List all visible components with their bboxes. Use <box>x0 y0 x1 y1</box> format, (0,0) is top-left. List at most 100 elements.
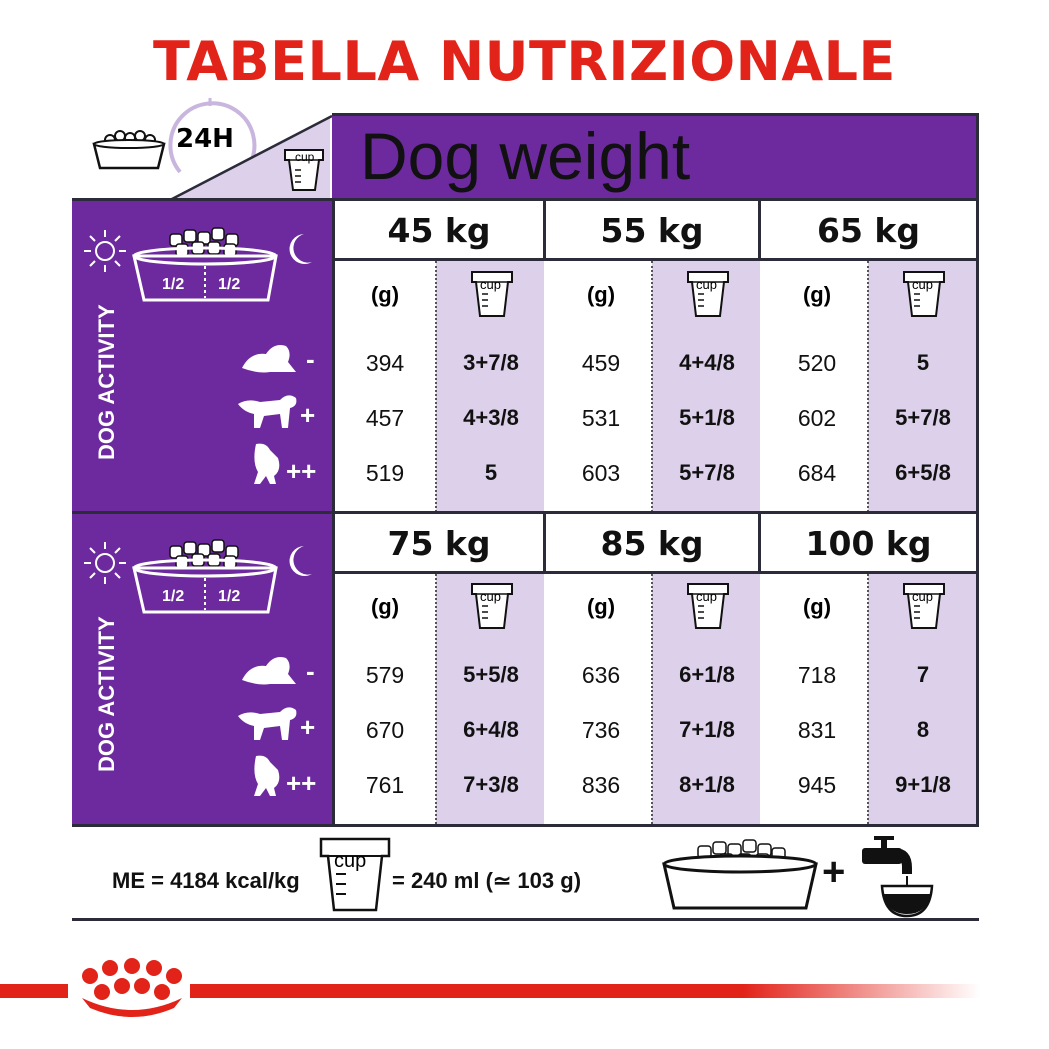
brand-stripe-right <box>190 984 980 998</box>
activity-mid: + <box>300 712 316 742</box>
weight-header: 55 kg <box>600 211 704 250</box>
cup-value: 5+1/8 <box>679 405 735 430</box>
grams-value: 636 <box>581 662 621 688</box>
sun-icon <box>84 230 126 272</box>
sun-icon <box>84 542 126 584</box>
cup-value: 5+7/8 <box>679 460 735 485</box>
cup-value: 5+5/8 <box>463 662 519 687</box>
cup-icon <box>687 583 729 629</box>
grams-value: 520 <box>797 350 837 376</box>
activity-mid: + <box>300 400 316 430</box>
dog-resting-icon <box>242 345 296 373</box>
dog-weight-title: Dog weight <box>360 119 691 193</box>
cup-icon <box>687 271 729 317</box>
cup-label: cup <box>334 850 367 872</box>
divider <box>72 198 977 201</box>
cup-value: 8+1/8 <box>679 772 735 797</box>
cup-label: cup <box>480 277 501 292</box>
divider <box>976 113 979 826</box>
cup-icon <box>471 271 513 317</box>
cup-value: 7+1/8 <box>679 717 735 742</box>
activity-label: DOG ACTIVITY <box>94 616 119 772</box>
food-bowl-icon <box>92 130 166 170</box>
cup-icon <box>319 837 391 912</box>
dog-running-icon <box>254 443 280 484</box>
grams-value: 831 <box>797 717 837 743</box>
grams-value: 531 <box>581 405 621 431</box>
divider <box>72 918 979 921</box>
cup-icon <box>284 149 324 191</box>
divider <box>332 113 977 116</box>
cup-label: cup <box>912 277 933 292</box>
dog-resting-icon <box>242 657 296 685</box>
page-title: TABELLA NUTRIZIONALE <box>153 30 896 93</box>
weight-header: 65 kg <box>817 211 920 250</box>
cup-label: cup <box>912 589 933 604</box>
cup-label: cup <box>295 150 315 164</box>
grams-value: 945 <box>797 772 837 798</box>
divider <box>867 261 869 512</box>
header-wedge <box>170 115 333 200</box>
energy-label: ME = 4184 kcal/kg <box>112 868 300 893</box>
food-bowl-icon <box>132 227 278 302</box>
cup-value: 4+3/8 <box>463 405 519 430</box>
dog-running-icon <box>254 755 280 796</box>
activity-low: - <box>306 344 315 374</box>
cup-value: 6+5/8 <box>895 460 951 485</box>
grams-value: 457 <box>365 405 405 431</box>
clock-icon <box>168 98 257 174</box>
cup-value: 9+1/8 <box>895 772 951 797</box>
food-bowl-icon <box>132 539 278 614</box>
food-bowl-icon <box>662 839 818 910</box>
weight-header: 100 kg <box>805 524 932 563</box>
cup-value: 5 <box>916 350 930 375</box>
royal-canin-crown-icon <box>82 958 182 1017</box>
dog-weight-band <box>332 115 977 199</box>
divider <box>867 574 869 824</box>
grams-value: 836 <box>581 772 621 798</box>
dog-walking-icon <box>238 395 297 428</box>
divider <box>332 571 977 574</box>
cup-value: 8 <box>916 717 930 742</box>
cup-label: cup <box>696 277 717 292</box>
grams-value: 459 <box>581 350 621 376</box>
dog-walking-icon <box>238 707 297 740</box>
cup-icon <box>903 271 945 317</box>
half-label: 1/2 <box>218 276 241 293</box>
grams-value: 603 <box>581 460 621 486</box>
weight-header: 75 kg <box>387 524 491 563</box>
grams-header: (g) <box>370 282 400 307</box>
divider <box>758 514 761 572</box>
cup-value: 6+1/8 <box>679 662 735 687</box>
moon-icon <box>289 546 312 576</box>
cup-equivalence: = 240 ml (≃ 103 g) <box>392 868 582 893</box>
grams-value: 718 <box>797 662 837 688</box>
grams-value: 736 <box>581 717 621 743</box>
grams-header: (g) <box>586 594 616 619</box>
divider <box>332 258 977 261</box>
water-tap-icon <box>862 836 934 918</box>
moon-icon <box>289 234 312 264</box>
grams-value: 602 <box>797 405 837 431</box>
grams-header: (g) <box>370 594 400 619</box>
cup-value: 5 <box>484 460 498 485</box>
cup-value: 7 <box>916 662 930 687</box>
divider <box>543 514 546 572</box>
cup-value: 6+4/8 <box>463 717 519 742</box>
hours-label: 24H <box>176 124 234 154</box>
half-label: 1/2 <box>162 588 185 605</box>
cup-value: 3+7/8 <box>463 350 519 375</box>
cup-value: 7+3/8 <box>463 772 519 797</box>
grams-value: 394 <box>365 350 405 376</box>
grams-value: 670 <box>365 717 405 743</box>
grams-value: 761 <box>365 772 405 798</box>
plus-sign: + <box>822 850 846 894</box>
activity-label: DOG ACTIVITY <box>94 304 119 460</box>
activity-high: ++ <box>286 456 317 486</box>
divider <box>651 261 653 512</box>
activity-high: ++ <box>286 768 317 798</box>
activity-low: - <box>306 656 315 686</box>
divider <box>435 261 437 512</box>
cup-icon <box>903 583 945 629</box>
divider <box>72 511 977 514</box>
